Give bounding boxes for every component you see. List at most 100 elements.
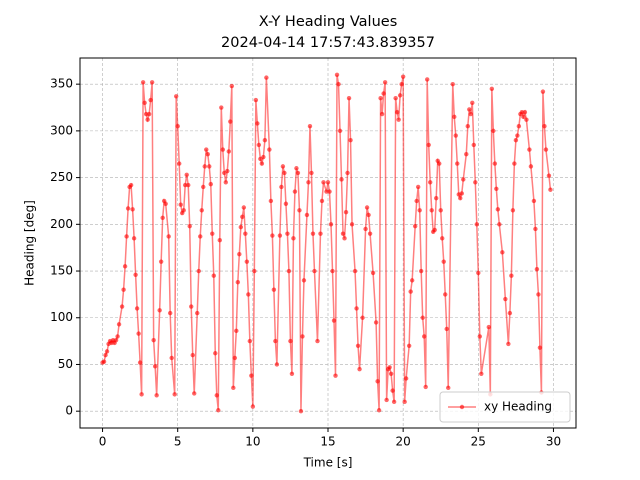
- data-point: [375, 379, 380, 384]
- data-point: [349, 222, 355, 227]
- data-point: [370, 270, 376, 276]
- data-point: [124, 234, 129, 239]
- data-point: [298, 408, 304, 414]
- x-axis-label: Time [s]: [303, 456, 353, 470]
- data-point: [384, 397, 389, 403]
- data-point: [378, 95, 383, 101]
- data-point: [333, 373, 338, 378]
- data-point: [540, 89, 546, 94]
- data-point: [471, 142, 476, 148]
- data-point: [357, 366, 362, 372]
- data-point: [119, 304, 125, 309]
- x-tick-label: 15: [320, 435, 335, 449]
- data-point: [133, 272, 138, 277]
- data-point: [363, 226, 368, 232]
- data-point: [414, 198, 419, 204]
- data-point: [169, 355, 174, 361]
- data-point: [190, 352, 195, 358]
- data-point: [289, 371, 295, 377]
- data-point: [220, 147, 225, 152]
- legend-box: [439, 391, 571, 423]
- data-point: [149, 80, 155, 85]
- data-point: [145, 117, 150, 122]
- chart-title: X-Y Heading Values: [259, 14, 398, 30]
- y-tick-label: 200: [50, 217, 73, 231]
- data-point: [294, 166, 299, 171]
- data-point: [397, 93, 403, 98]
- data-point: [324, 189, 329, 194]
- data-point: [426, 142, 431, 148]
- data-point: [533, 226, 538, 232]
- data-point: [217, 237, 222, 243]
- data-point: [400, 74, 406, 79]
- data-point: [509, 273, 514, 278]
- data-point: [259, 161, 265, 166]
- data-point: [325, 180, 331, 185]
- data-point: [103, 352, 108, 358]
- data-point: [148, 97, 153, 103]
- data-point: [409, 278, 415, 283]
- data-point: [140, 80, 146, 85]
- data-point: [394, 109, 400, 115]
- data-point: [421, 334, 427, 339]
- data-point: [512, 161, 517, 166]
- data-point: [437, 161, 442, 166]
- data-point: [492, 161, 498, 166]
- data-point: [334, 72, 340, 78]
- data-point: [446, 385, 451, 391]
- data-point: [415, 184, 421, 190]
- data-point: [143, 111, 149, 117]
- data-point: [376, 408, 382, 413]
- y-tick-label: 350: [50, 77, 73, 91]
- data-point: [418, 268, 424, 274]
- data-point: [229, 83, 235, 89]
- data-point: [243, 231, 248, 236]
- data-point: [388, 371, 394, 377]
- data-point: [304, 212, 310, 218]
- data-point: [216, 408, 221, 413]
- data-point: [246, 292, 251, 297]
- data-point: [250, 404, 256, 409]
- data-point: [283, 201, 289, 206]
- data-point: [271, 287, 277, 292]
- data-point: [503, 296, 508, 302]
- data-point: [166, 234, 171, 239]
- data-point: [211, 273, 216, 278]
- data-point: [428, 180, 433, 185]
- data-point: [429, 208, 434, 213]
- data-point: [286, 268, 292, 274]
- data-point: [548, 187, 553, 192]
- data-point: [309, 170, 314, 176]
- data-point: [355, 343, 361, 348]
- data-point: [513, 138, 519, 143]
- data-point: [219, 105, 224, 110]
- data-point: [417, 208, 422, 213]
- data-point: [360, 315, 365, 320]
- plot-frame: [79, 57, 577, 429]
- data-point: [234, 328, 239, 334]
- data-point: [382, 80, 388, 85]
- data-point: [519, 109, 525, 115]
- data-point: [507, 310, 513, 316]
- data-point: [423, 384, 428, 390]
- y-tick-label: 300: [50, 123, 73, 137]
- data-point: [175, 124, 180, 129]
- data-point: [104, 349, 110, 354]
- data-point: [515, 133, 520, 138]
- data-point: [241, 205, 247, 210]
- data-point: [157, 308, 162, 313]
- data-point: [235, 280, 241, 285]
- data-point: [346, 95, 352, 101]
- data-point: [274, 362, 280, 367]
- data-point: [336, 81, 341, 87]
- x-tick-label: 20: [396, 435, 411, 449]
- data-point: [189, 304, 194, 309]
- data-point: [134, 306, 140, 311]
- data-point: [202, 164, 207, 169]
- data-point: [249, 373, 254, 378]
- data-point: [516, 124, 522, 129]
- data-point: [321, 180, 326, 185]
- data-point: [285, 231, 290, 236]
- data-point: [232, 355, 238, 361]
